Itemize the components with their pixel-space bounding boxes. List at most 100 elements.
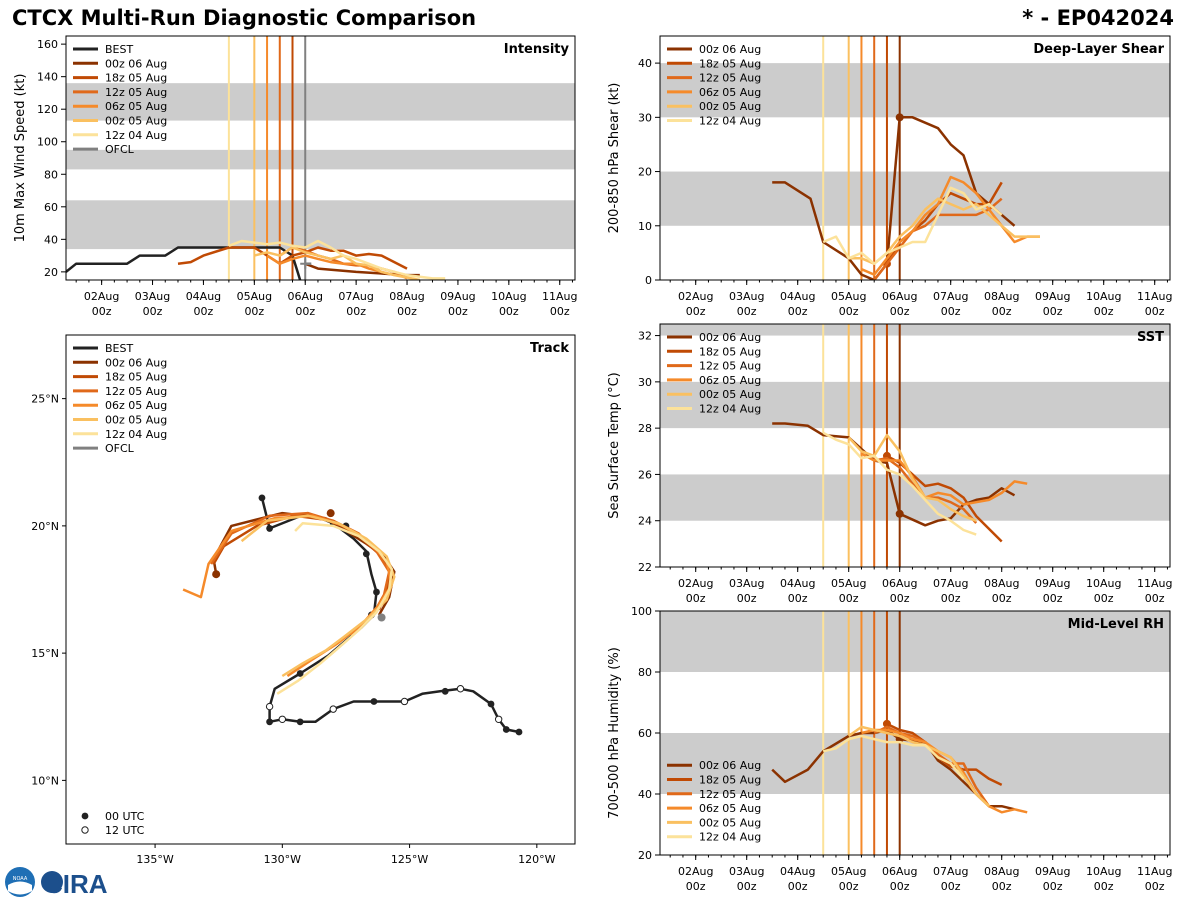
x-tick-label: 08Aug (389, 290, 424, 303)
series-00z-05-aug (253, 246, 421, 280)
plot-area (660, 611, 1170, 855)
legend-label: 06z 05 Aug (105, 399, 167, 412)
series-00z-06-aug (772, 422, 1016, 527)
legend-label: 18z 05 Aug (699, 345, 761, 358)
legend-label: 00 UTC (105, 810, 145, 823)
x-tick-label: 00z (194, 305, 214, 318)
cira-logo: NOAA CIRA (5, 867, 108, 898)
x-tick-label: 00z (890, 592, 910, 605)
track-point-00utc (362, 550, 370, 558)
legend-12utc-marker (81, 826, 89, 834)
legend-label: 12z 04 Aug (105, 129, 167, 142)
x-tick-label: 00z (499, 305, 519, 318)
x-tick-label: 00z (941, 305, 961, 318)
x-tick-label: 00z (941, 592, 961, 605)
x-tick-label: 00z (550, 305, 570, 318)
track-point-12utc (329, 705, 337, 713)
chart-sst: 02Aug 00z 03Aug 00z 04Aug 00z 05Aug 00z 06Aug 00z… (607, 323, 1172, 605)
series-12z-04-aug (822, 734, 965, 780)
x-tick-label: 00z (737, 305, 757, 318)
y-tick-label: 28 (638, 422, 652, 435)
track-point-00utc (370, 698, 378, 705)
y-tick-label: 32 (638, 330, 652, 343)
plot-area (660, 324, 1170, 567)
track-point-00utc (373, 588, 380, 596)
x-tick-label: 00z (839, 305, 859, 318)
legend-label: 12z 05 Aug (105, 86, 167, 99)
y-tick-label: 160 (37, 38, 58, 51)
legend-label: 06z 05 Aug (699, 86, 761, 99)
y-tick-label: 15°N (31, 647, 59, 660)
x-tick-label: 09Aug (1035, 577, 1070, 590)
x-tick-label: 05Aug (831, 290, 866, 303)
x-tick-label: 135°W (136, 853, 173, 866)
legend-label: 12z 04 Aug (105, 428, 167, 441)
band-1 (660, 63, 1170, 118)
chart-intensity: 02Aug 00z 03Aug 00z 04Aug 00z 05Aug 00z 06Aug 00z… (13, 35, 577, 318)
x-tick-label: 00z (1043, 592, 1063, 605)
x-tick-label: 00z (992, 305, 1012, 318)
legend-label: 18z 05 Aug (105, 371, 167, 384)
x-tick-label: 03Aug (729, 577, 764, 590)
track-point-00utc (515, 728, 523, 736)
x-tick-label: 08Aug (984, 865, 1019, 878)
x-tick-label: 00z (737, 880, 757, 893)
x-tick-label: 00z (397, 305, 417, 318)
x-tick-label: 00z (686, 305, 706, 318)
x-tick-label: 00z (941, 880, 961, 893)
track-point-00utc (296, 718, 304, 726)
chart-shear: 02Aug 00z 03Aug 00z 04Aug 00z 05Aug 00z 06Aug 00z… (607, 35, 1172, 318)
x-tick-label: 00z (839, 592, 859, 605)
track-point-12utc (265, 702, 274, 711)
x-tick-label: 00z (92, 305, 112, 318)
page-title: CTCX Multi-Run Diagnostic Comparison (12, 6, 477, 30)
x-tick-label: 06Aug (882, 290, 917, 303)
x-tick-label: 00z (1094, 592, 1114, 605)
band-1 (660, 381, 1170, 429)
legend-label: 12z 04 Aug (699, 831, 761, 844)
series-00z-05-aug (847, 433, 977, 522)
y-tick-label: 26 (638, 468, 652, 481)
y-tick-label: 40 (638, 788, 652, 801)
x-tick-label: 06Aug (287, 290, 322, 303)
track-point-12utc (494, 715, 503, 723)
cira-globe-icon (41, 871, 63, 893)
legend-label: 00z 06 Aug (105, 356, 167, 369)
y-tick-label: 20 (44, 266, 58, 279)
x-tick-label: 09Aug (1035, 865, 1070, 878)
series-12z-04-aug (822, 431, 977, 536)
noaa-wave-icon (8, 881, 32, 895)
x-tick-label: 00z (1094, 305, 1114, 318)
y-tick-label: 22 (638, 561, 652, 574)
y-tick-label: 80 (44, 168, 58, 181)
x-tick-label: 02Aug (84, 290, 119, 303)
x-tick-label: 04Aug (780, 290, 815, 303)
x-tick-label: 11Aug (1137, 577, 1172, 590)
x-tick-label: 00z (448, 305, 468, 318)
point-marker-0 (895, 509, 904, 518)
x-tick-label: 125°W (391, 853, 428, 866)
y-tick-label: 30 (638, 376, 652, 389)
band-1 (66, 149, 575, 170)
ofcl-marker (300, 258, 311, 269)
band-2 (66, 83, 575, 121)
x-tick-label: 11Aug (1137, 865, 1172, 878)
x-tick-label: 130°W (264, 853, 301, 866)
x-tick-label: 10Aug (1086, 577, 1121, 590)
x-tick-label: 03Aug (135, 290, 170, 303)
point-marker-0 (377, 613, 386, 622)
x-tick-label: 11Aug (542, 290, 577, 303)
panel-title: Intensity (504, 42, 570, 57)
legend-label: 00z 06 Aug (699, 759, 761, 772)
track-point-12utc (400, 697, 409, 706)
legend-label: 12z 05 Aug (105, 385, 167, 398)
track-point-00utc (266, 718, 273, 726)
y-tick-label: 10°N (31, 774, 59, 787)
series-00z-05-aug (240, 514, 396, 678)
axes-frame (659, 323, 1171, 568)
x-tick-label: 10Aug (491, 290, 526, 303)
x-tick-label: 00z (1043, 305, 1063, 318)
panel-title: SST (1137, 330, 1164, 345)
chart-rh: 02Aug 00z 03Aug 00z 04Aug 00z 05Aug 00z 06Aug 00z… (607, 605, 1172, 893)
y-tick-label: 25°N (31, 393, 59, 406)
